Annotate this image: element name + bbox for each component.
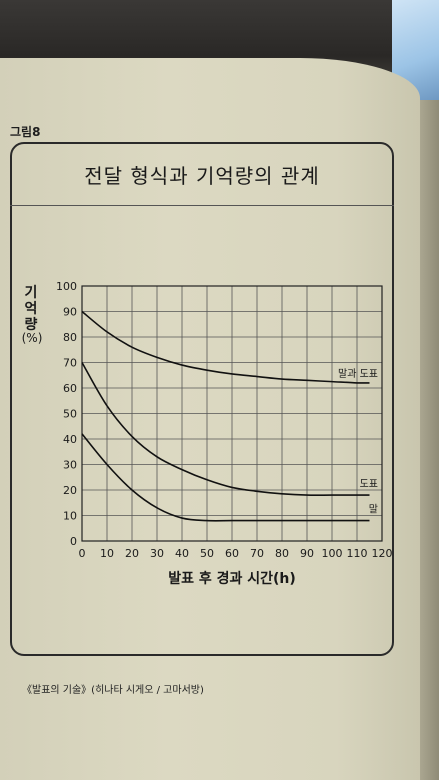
plot-area <box>81 285 383 542</box>
series-line <box>81 433 370 522</box>
series-line <box>81 362 370 496</box>
figure-label: 그림8 <box>10 125 41 139</box>
y-tick-label: 10 <box>63 510 77 523</box>
x-tick-label: 110 <box>347 547 368 560</box>
x-tick-label: 20 <box>125 547 139 560</box>
x-tick-label: 40 <box>175 547 189 560</box>
y-tick-label: 20 <box>63 484 77 497</box>
y-tick-label: 90 <box>63 306 77 319</box>
y-tick-label: 30 <box>63 459 77 472</box>
x-tick-label: 0 <box>79 547 86 560</box>
series-label: 말과 도표 <box>338 368 378 380</box>
y-tick-label: 70 <box>63 357 77 370</box>
x-tick-label: 70 <box>250 547 264 560</box>
source-citation: 《발표의 기술》(히나타 시게오 / 고마서방) <box>22 685 204 696</box>
series-label: 말 <box>369 504 378 516</box>
ylabel-line-3: 량 <box>24 317 38 333</box>
x-axis-label: 발표 후 경과 시간(h) <box>168 570 296 587</box>
series-line <box>81 310 370 384</box>
x-tick-label: 120 <box>372 547 393 560</box>
figure-frame <box>10 142 394 656</box>
y-tick-label: 80 <box>63 331 77 344</box>
ylabel-line-2: 억 <box>24 301 38 317</box>
chart-title: 전달 형식과 기억량의 관계 <box>84 164 320 188</box>
y-tick-label: 50 <box>63 408 77 421</box>
x-tick-label: 10 <box>100 547 114 560</box>
x-tick-label: 100 <box>322 547 343 560</box>
y-tick-label: 100 <box>56 280 77 293</box>
ylabel-unit: (%) <box>21 331 43 345</box>
x-tick-label: 50 <box>200 547 214 560</box>
x-tick-label: 90 <box>300 547 314 560</box>
x-tick-label: 80 <box>275 547 289 560</box>
x-tick-label: 60 <box>225 547 239 560</box>
y-tick-label: 60 <box>63 382 77 395</box>
y-tick-label: 40 <box>63 433 77 446</box>
x-tick-label: 30 <box>150 547 164 560</box>
book-page <box>0 58 420 780</box>
ylabel-line-1: 기 <box>24 285 38 301</box>
y-tick-label: 0 <box>70 535 77 548</box>
series-label: 도표 <box>360 479 378 490</box>
title-separator <box>10 205 394 206</box>
